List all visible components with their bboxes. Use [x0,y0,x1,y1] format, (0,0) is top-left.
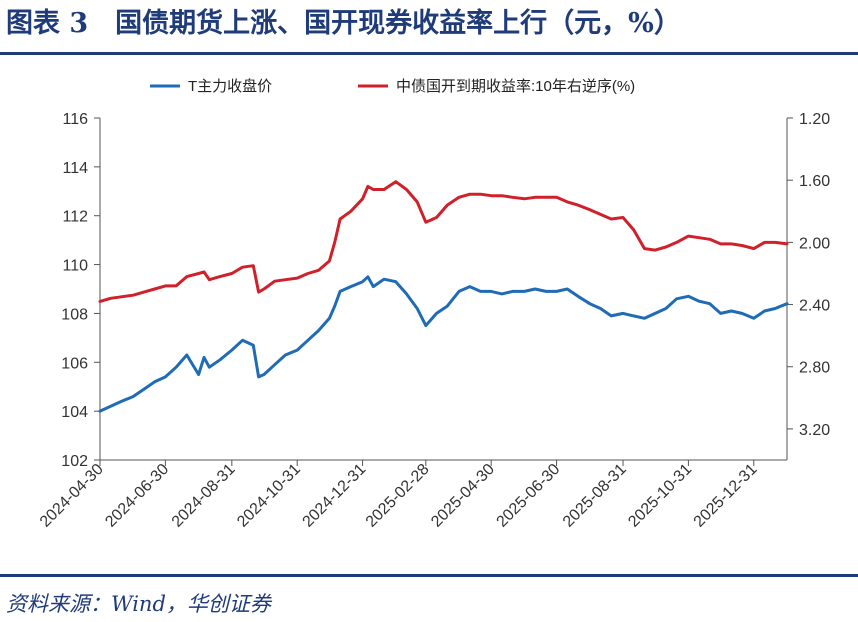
left-y-tick-label: 112 [62,209,88,226]
x-tick-label: 2025-02-28 [363,461,433,531]
right-y-tick-label: 1.20 [799,111,830,128]
source-note: 资料来源：Wind，华创证券 [6,592,271,616]
series-line-t-main-close [98,275,789,413]
legend: T主力收盘价 中债国开到期收益率:10年右逆序(%) [150,77,635,95]
x-tick-label: 2025-06-30 [494,461,564,531]
left-y-tick-label: 106 [61,355,88,372]
left-y-tick-label: 108 [61,306,88,323]
chart: T主力收盘价 中债国开到期收益率:10年右逆序(%) 1021041061081… [37,77,830,531]
x-tick-label: 2025-08-31 [560,461,630,531]
right-y-tick-label: 1.60 [799,173,830,190]
left-y-tick-label: 104 [61,404,88,421]
legend-label-t-main: T主力收盘价 [188,77,272,95]
right-y-tick-label: 2.00 [799,235,830,252]
axes: 102 104 106 108 110 112 114 116 1.20 1.60 2.00 2.40… [37,111,830,531]
right-y-tick-label: 2.40 [799,298,830,315]
top-rule [0,52,858,55]
left-y-tick-label: 102 [61,453,88,470]
left-y-tick-label: 110 [62,258,88,275]
x-tick-label: 2025-10-31 [625,461,695,531]
left-y-tick-label: 114 [62,160,88,177]
series-layer [98,180,789,413]
figure-title: 图表 3 国债期货上涨、国开现券收益率上行（元，%） [6,8,681,39]
x-tick-label: 2024-06-30 [102,461,172,531]
right-y-tick-label: 2.80 [799,360,830,377]
series-line-cdb-10y-yield [98,180,789,303]
x-tick-label: 2024-04-30 [37,461,107,531]
left-y-tick-label: 116 [62,111,88,128]
x-tick-label: 2025-12-31 [691,461,761,531]
right-y-tick-label: 3.20 [799,422,830,439]
x-tick-label: 2025-04-30 [428,461,498,531]
bottom-rule [0,574,858,577]
x-tick-label: 2024-08-31 [169,461,239,531]
x-tick-label: 2024-10-31 [234,461,304,531]
legend-label-cdb-yield: 中债国开到期收益率:10年右逆序(%) [396,78,635,95]
x-tick-label: 2024-12-31 [300,461,370,531]
